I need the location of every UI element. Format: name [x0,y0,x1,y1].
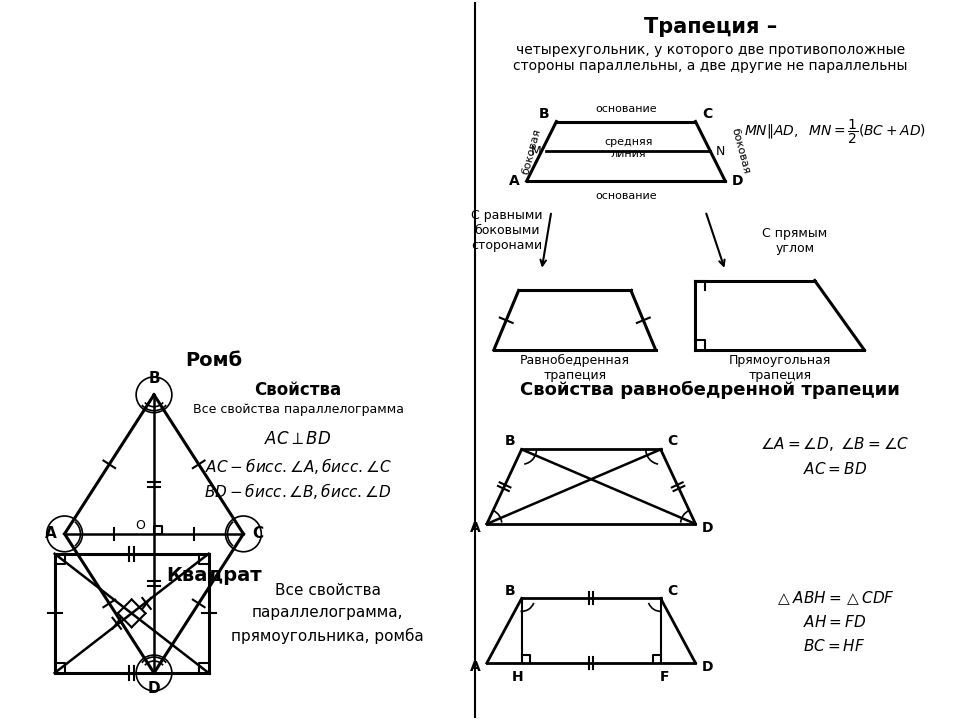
Text: A: A [469,521,480,535]
Text: четырехугольник, у которого две противоположные: четырехугольник, у которого две противоп… [516,43,905,57]
Text: Все свойства
параллелограмма,
прямоугольника, ромба: Все свойства параллелограмма, прямоуголь… [231,582,424,644]
Text: C: C [667,583,678,598]
Text: $\triangle ABH = \triangle CDF$: $\triangle ABH = \triangle CDF$ [775,590,895,607]
Text: B: B [540,107,550,121]
Text: Квадрат: Квадрат [166,566,261,585]
Text: Свойства равнобедренной трапеции: Свойства равнобедренной трапеции [520,381,900,399]
Text: Прямоугольная
трапеция: Прямоугольная трапеция [729,354,831,382]
Text: Трапеция –: Трапеция – [644,17,777,37]
Text: $AH = FD$: $AH = FD$ [803,614,866,630]
Text: C: C [252,526,263,541]
Text: F: F [660,670,669,684]
Text: B: B [148,372,159,387]
Text: D: D [702,521,713,535]
Text: C: C [667,434,678,449]
Text: A: A [509,174,520,188]
Text: O: O [135,519,145,532]
Text: Свойства: Свойства [254,381,342,399]
Text: D: D [702,660,713,674]
Text: С равными
боковыми
сторонами: С равными боковыми сторонами [471,210,542,252]
Text: стороны параллельны, а две другие не параллельны: стороны параллельны, а две другие не пар… [514,59,907,73]
Text: $AC \perp BD$: $AC \perp BD$ [264,431,332,449]
Text: D: D [732,174,743,188]
Text: A: A [469,660,480,674]
Text: $BD-бисс.\angle B, бисс.\angle D$: $BD-бисс.\angle B, бисс.\angle D$ [204,481,392,501]
Text: $AC = BD$: $AC = BD$ [803,462,867,477]
Text: N: N [715,145,725,158]
Text: H: H [512,670,523,684]
Text: A: A [45,526,57,541]
Text: основание: основание [595,191,657,201]
Text: Равнобедренная
трапеция: Равнобедренная трапеция [519,354,630,382]
Text: C: C [703,107,712,121]
Text: M: M [531,145,541,158]
Text: основание: основание [595,104,657,114]
Text: Все свойства параллелограмма: Все свойства параллелограмма [193,403,403,416]
Text: $AC-бисс.\angle A, бисс.\angle C$: $AC-бисс.\angle A, бисс.\angle C$ [204,456,392,477]
Text: линия: линия [611,149,646,159]
Text: боковая: боковая [520,127,542,176]
Text: $\angle A = \angle D,\; \angle B = \angle C$: $\angle A = \angle D,\; \angle B = \angl… [760,436,909,454]
Text: $BC = HF$: $BC = HF$ [804,638,866,654]
Text: Ромб: Ромб [185,351,242,369]
Text: D: D [148,681,160,696]
Text: средняя: средняя [604,138,653,148]
Text: $MN \| AD,\;\; MN=\dfrac{1}{2}(BC+AD)$: $MN \| AD,\;\; MN=\dfrac{1}{2}(BC+AD)$ [744,117,925,145]
Text: боковая: боковая [730,127,751,176]
Text: B: B [504,583,515,598]
Text: B: B [504,434,515,449]
Text: С прямым
углом: С прямым углом [762,227,828,255]
